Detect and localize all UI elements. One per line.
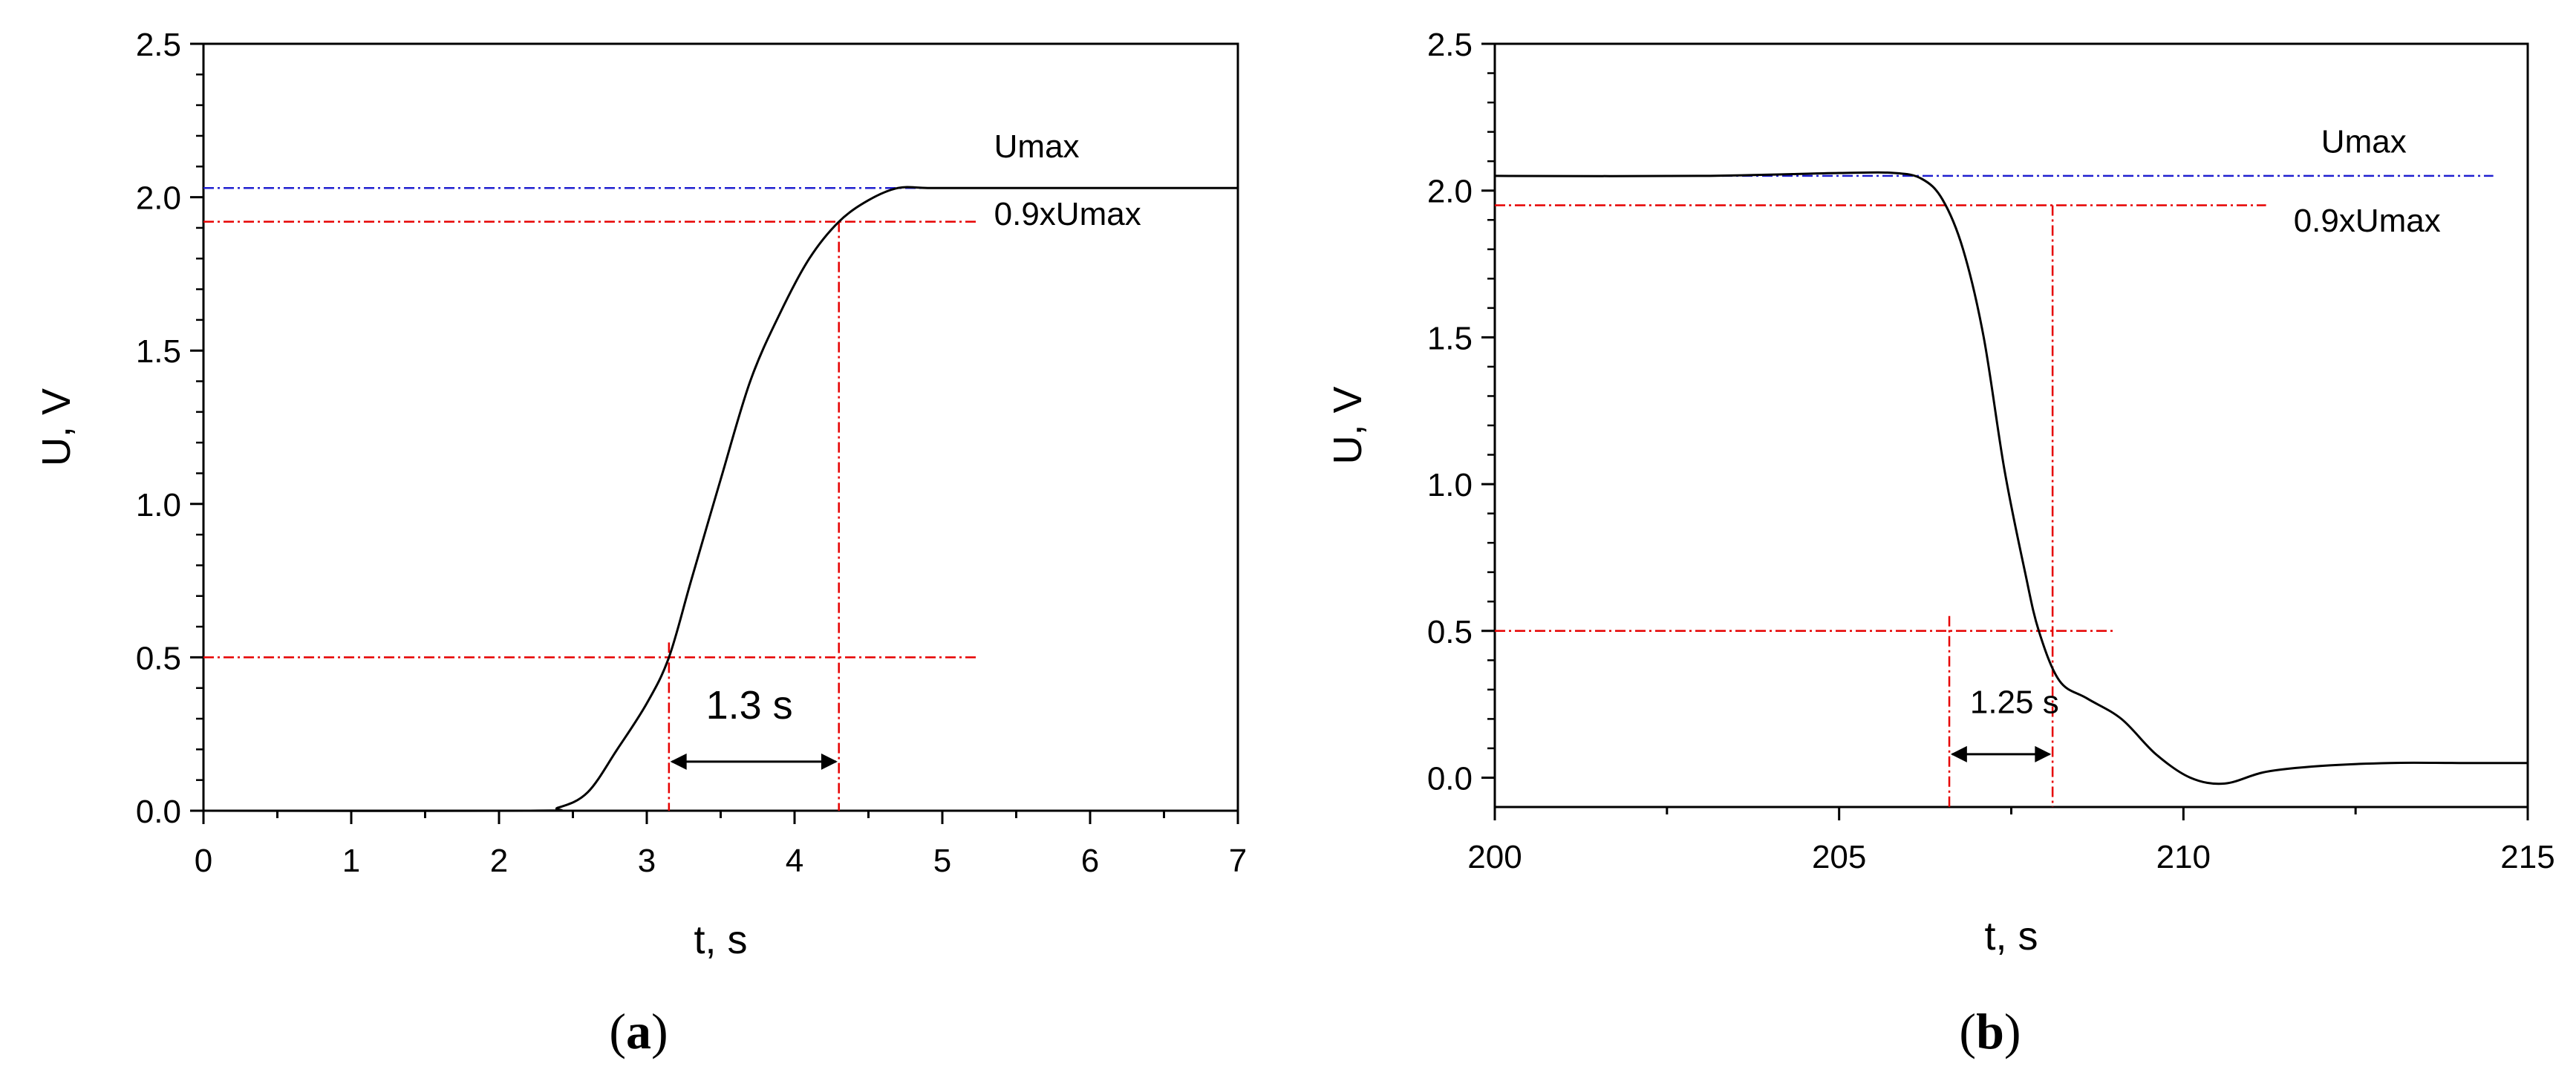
annotation-label: 1.3 s — [706, 683, 793, 728]
y-tick-label: 2.5 — [136, 27, 181, 63]
x-tick-label: 215 — [2500, 839, 2554, 875]
panel-caption-letter: a — [626, 1003, 651, 1059]
y-tick-label: 2.0 — [1427, 174, 1473, 210]
y-tick-label: 0.0 — [1427, 760, 1473, 797]
annotation-label: Umax — [994, 128, 1080, 165]
x-tick-label: 1 — [342, 843, 360, 879]
y-tick-label: 2.5 — [1427, 27, 1473, 63]
annotation-label: Umax — [2321, 123, 2407, 160]
panel-caption: (b) — [1959, 1003, 2021, 1059]
x-tick-label: 4 — [786, 843, 803, 879]
x-tick-label: 5 — [933, 843, 951, 879]
x-tick-label: 205 — [1812, 839, 1866, 875]
x-tick-label: 0 — [195, 843, 212, 879]
y-axis-label: U, V — [34, 388, 79, 466]
voltage-curve — [1494, 171, 2528, 785]
y-tick-label: 1.5 — [136, 333, 181, 370]
y-tick-label: 1.0 — [1427, 467, 1473, 503]
y-tick-label: 1.0 — [136, 487, 181, 523]
y-tick-label: 0.0 — [136, 794, 181, 830]
x-axis-label: t, s — [694, 918, 747, 962]
x-axis-label: t, s — [1984, 914, 2038, 958]
chart-panel-a: 0 1 2 3 4 5 6 7 0.0 0.5 1.0 1.5 2.0 2.5 t, s U, V Umax 0.… — [34, 27, 1247, 1059]
x-tick-label: 6 — [1081, 843, 1099, 879]
voltage-curve — [203, 186, 1238, 812]
x-tick-label: 3 — [638, 843, 656, 879]
x-tick-label: 200 — [1467, 839, 1522, 875]
y-axis-label: U, V — [1326, 386, 1370, 464]
panel-caption-letter: b — [1976, 1003, 2004, 1059]
x-tick-label: 7 — [1229, 843, 1247, 879]
y-tick-label: 2.0 — [136, 180, 181, 217]
x-tick-label: 210 — [2156, 839, 2211, 875]
y-tick-label: 0.5 — [136, 640, 181, 676]
annotation-label: 0.9xUmax — [2294, 203, 2441, 239]
annotation-label: 0.9xUmax — [994, 196, 1141, 232]
chart-panel-b: 200 205 210 215 0.0 0.5 1.0 1.5 2.0 2.5 t, s U, V Um… — [1326, 27, 2555, 1059]
y-tick-label: 1.5 — [1427, 320, 1473, 356]
annotation-label: 1.25 s — [1970, 684, 2059, 720]
y-tick-label: 0.5 — [1427, 614, 1473, 650]
panel-caption: (a) — [609, 1003, 668, 1059]
x-tick-label: 2 — [490, 843, 508, 879]
